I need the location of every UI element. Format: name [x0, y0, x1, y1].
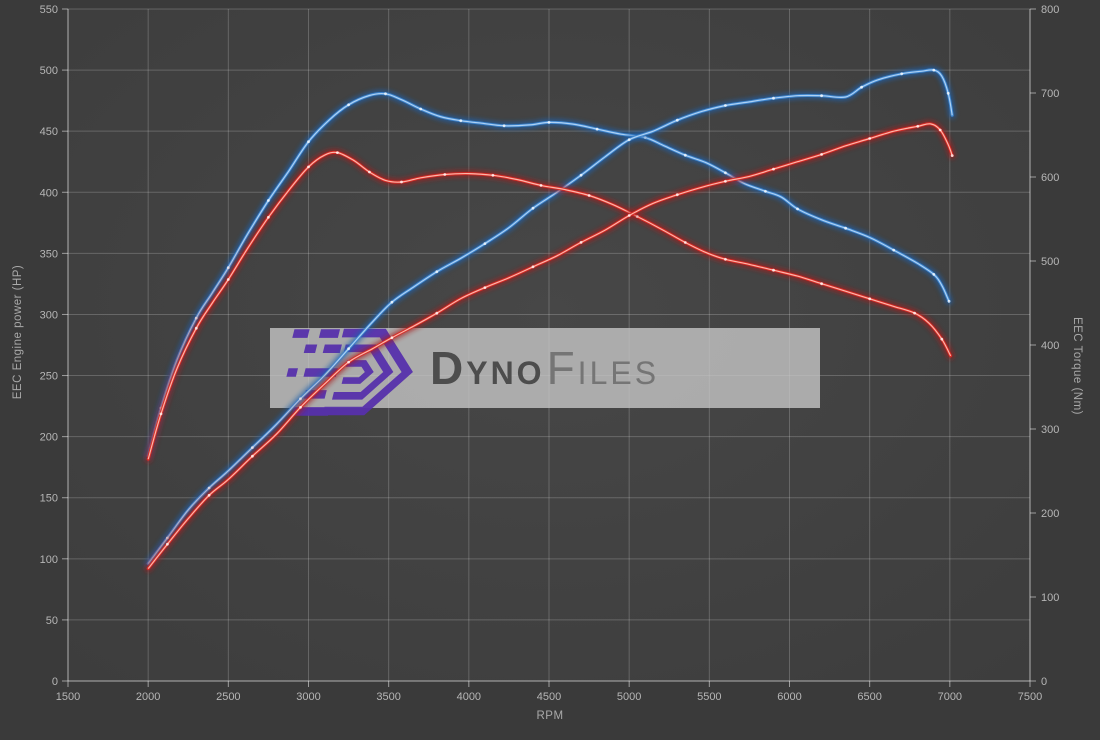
- right-axis-tick-label: 0: [1041, 676, 1047, 688]
- x-axis-tick-label: 4500: [537, 691, 561, 703]
- watermark-brand: Dyno Files: [430, 328, 659, 408]
- dynofiles-logo-icon: [286, 328, 413, 416]
- x-axis-tick-label: 1500: [56, 691, 80, 703]
- x-axis-tick-label: 3000: [296, 691, 320, 703]
- left-axis-tick-label: 350: [40, 248, 58, 260]
- left-axis-tick-label: 550: [40, 4, 58, 16]
- left-axis-tick-label: 200: [40, 432, 58, 444]
- x-axis-tick-label: 2000: [136, 691, 160, 703]
- right-axis-tick-label: 500: [1041, 256, 1059, 268]
- x-axis-tick-label: 7000: [938, 691, 962, 703]
- left-axis-tick-label: 250: [40, 371, 58, 383]
- left-axis-tick-label: 150: [40, 493, 58, 505]
- left-axis-tick-label: 300: [40, 309, 58, 321]
- left-axis-tick-label: 100: [40, 554, 58, 566]
- left-axis-label: EEC Engine power (HP): [12, 264, 24, 400]
- x-axis-tick-label: 6500: [857, 691, 881, 703]
- x-axis-tick-label: 2500: [216, 691, 240, 703]
- x-axis-tick-label: 6000: [777, 691, 801, 703]
- right-axis-tick-label: 600: [1041, 172, 1059, 184]
- brand-dyno: Dyno: [430, 342, 545, 394]
- x-axis-tick-label: 3500: [376, 691, 400, 703]
- brand-files: Files: [546, 342, 660, 394]
- x-axis-tick-label: 7500: [1018, 691, 1042, 703]
- left-axis-tick-label: 400: [40, 187, 58, 199]
- x-axis-tick-label: 5000: [617, 691, 641, 703]
- x-axis-label: RPM: [536, 710, 564, 722]
- x-axis-tick-label: 4000: [457, 691, 481, 703]
- right-axis-label: EEC Torque (Nm): [1071, 316, 1083, 416]
- right-axis-tick-label: 100: [1041, 592, 1059, 604]
- right-axis-tick-label: 400: [1041, 340, 1059, 352]
- left-axis-tick-label: 0: [52, 676, 58, 688]
- left-axis-tick-label: 50: [46, 615, 58, 627]
- x-axis-tick-label: 5500: [697, 691, 721, 703]
- right-axis-tick-label: 800: [1041, 4, 1059, 16]
- left-axis-tick-label: 500: [40, 65, 58, 77]
- right-axis-tick-label: 300: [1041, 424, 1059, 436]
- right-axis-tick-label: 200: [1041, 508, 1059, 520]
- watermark: Dyno Files: [270, 328, 820, 416]
- left-axis-tick-label: 450: [40, 126, 58, 138]
- right-axis-tick-label: 700: [1041, 88, 1059, 100]
